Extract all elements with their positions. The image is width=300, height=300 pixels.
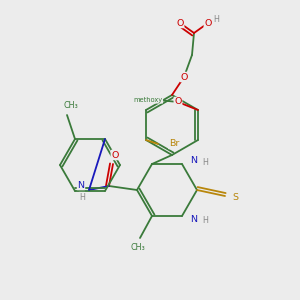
Text: O: O <box>180 73 188 82</box>
Text: H: H <box>213 14 219 23</box>
Text: S: S <box>232 194 238 202</box>
Text: O: O <box>111 151 119 160</box>
Text: methoxy: methoxy <box>134 97 163 103</box>
Text: CH₃: CH₃ <box>130 244 146 253</box>
Text: H: H <box>79 193 85 202</box>
Text: O: O <box>174 98 182 106</box>
Text: N: N <box>77 181 85 190</box>
Text: H: H <box>202 217 208 226</box>
Text: O: O <box>176 19 184 28</box>
Text: H: H <box>202 158 208 166</box>
Text: Br: Br <box>169 140 179 148</box>
Text: N: N <box>190 215 197 224</box>
Text: N: N <box>190 155 197 164</box>
Text: O: O <box>204 19 212 28</box>
Text: CH₃: CH₃ <box>64 100 78 109</box>
